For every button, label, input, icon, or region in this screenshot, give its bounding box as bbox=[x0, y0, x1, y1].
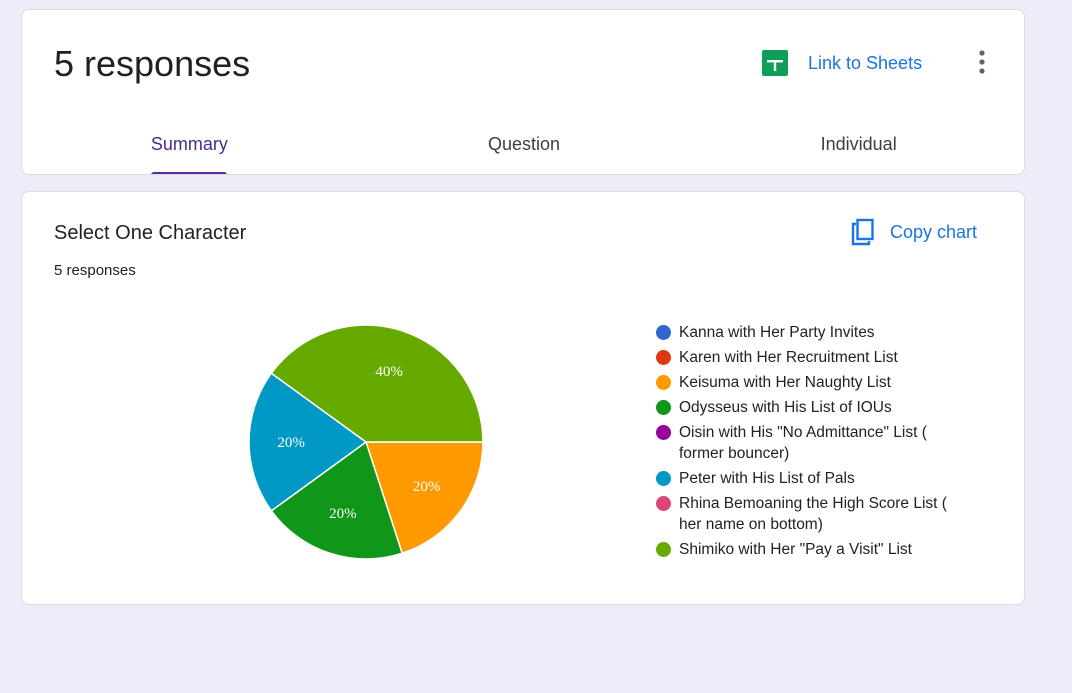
legend-swatch bbox=[656, 496, 671, 511]
tab-summary[interactable]: Summary bbox=[22, 130, 357, 174]
legend-label: Keisuma with Her Naughty List bbox=[679, 374, 891, 391]
legend-label: Odysseus with His List of IOUs bbox=[679, 399, 892, 416]
question-response-count: 5 responses bbox=[54, 262, 136, 279]
page-title: 5 responses bbox=[54, 43, 251, 84]
legend-label: Karen with Her Recruitment List bbox=[679, 349, 898, 366]
link-to-sheets-label: Link to Sheets bbox=[808, 52, 923, 73]
copy-icon bbox=[851, 218, 874, 246]
legend-label: Shimiko with Her "Pay a Visit" List bbox=[679, 541, 912, 558]
pie-slice-label: 40% bbox=[375, 364, 403, 380]
tab-individual[interactable]: Individual bbox=[691, 130, 1024, 174]
question-summary-card: Select One Character 5 responses Copy ch… bbox=[21, 191, 1025, 605]
tab-question[interactable]: Question bbox=[357, 130, 692, 174]
summary-header-card: 5 responses Link to Sheets Summary Quest… bbox=[21, 9, 1025, 175]
pie-slice[interactable] bbox=[248, 372, 368, 512]
legend-swatch bbox=[656, 542, 671, 557]
legend-item: Oisin with His "No Admittance" List ( fo… bbox=[656, 422, 966, 464]
pie-slice[interactable] bbox=[270, 324, 484, 443]
pie-slice-label: 20% bbox=[413, 479, 441, 495]
legend-label: Oisin with His "No Admittance" List ( fo… bbox=[679, 424, 927, 462]
legend-item: Shimiko with Her "Pay a Visit" List bbox=[656, 539, 966, 560]
legend-item: Peter with His List of Pals bbox=[656, 468, 966, 489]
legend-swatch bbox=[656, 400, 671, 415]
legend-item: Kanna with Her Party Invites bbox=[656, 322, 966, 343]
copy-chart-label: Copy chart bbox=[890, 221, 978, 242]
tab-question-label: Question bbox=[487, 134, 561, 154]
legend-swatch bbox=[656, 350, 671, 365]
copy-chart-button[interactable]: Copy chart bbox=[850, 216, 977, 248]
legend-item: Odysseus with His List of IOUs bbox=[656, 397, 966, 418]
legend-swatch bbox=[656, 375, 671, 390]
pie-chart: 20% 20% 20% 40% bbox=[248, 324, 484, 560]
tab-summary-label: Summary bbox=[150, 134, 228, 154]
legend-swatch bbox=[656, 325, 671, 340]
pie-slice[interactable] bbox=[364, 441, 484, 555]
response-tabs: Summary Question Individual bbox=[22, 130, 1024, 174]
legend-item: Keisuma with Her Naughty List bbox=[656, 372, 966, 393]
legend-item: Karen with Her Recruitment List bbox=[656, 347, 966, 368]
chart-legend: Kanna with Her Party Invites Karen with H… bbox=[656, 322, 966, 564]
more-vert-icon bbox=[979, 50, 985, 74]
google-sheets-icon bbox=[762, 50, 788, 76]
legend-label: Peter with His List of Pals bbox=[679, 470, 855, 487]
active-tab-indicator bbox=[151, 172, 228, 174]
legend-swatch bbox=[656, 471, 671, 486]
pie-slice-label: 20% bbox=[277, 435, 305, 451]
tab-individual-label: Individual bbox=[820, 134, 897, 154]
link-to-sheets-button[interactable]: Link to Sheets bbox=[762, 48, 922, 78]
question-title: Select One Character bbox=[54, 222, 247, 244]
pie-slice[interactable] bbox=[270, 440, 404, 560]
legend-label: Rhina Bemoaning the High Score List ( he… bbox=[679, 495, 947, 533]
legend-label: Kanna with Her Party Invites bbox=[679, 324, 875, 341]
legend-item: Rhina Bemoaning the High Score List ( he… bbox=[656, 493, 966, 535]
pie-slice-label: 20% bbox=[329, 506, 357, 522]
legend-swatch bbox=[656, 425, 671, 440]
more-options-button[interactable] bbox=[970, 48, 994, 76]
